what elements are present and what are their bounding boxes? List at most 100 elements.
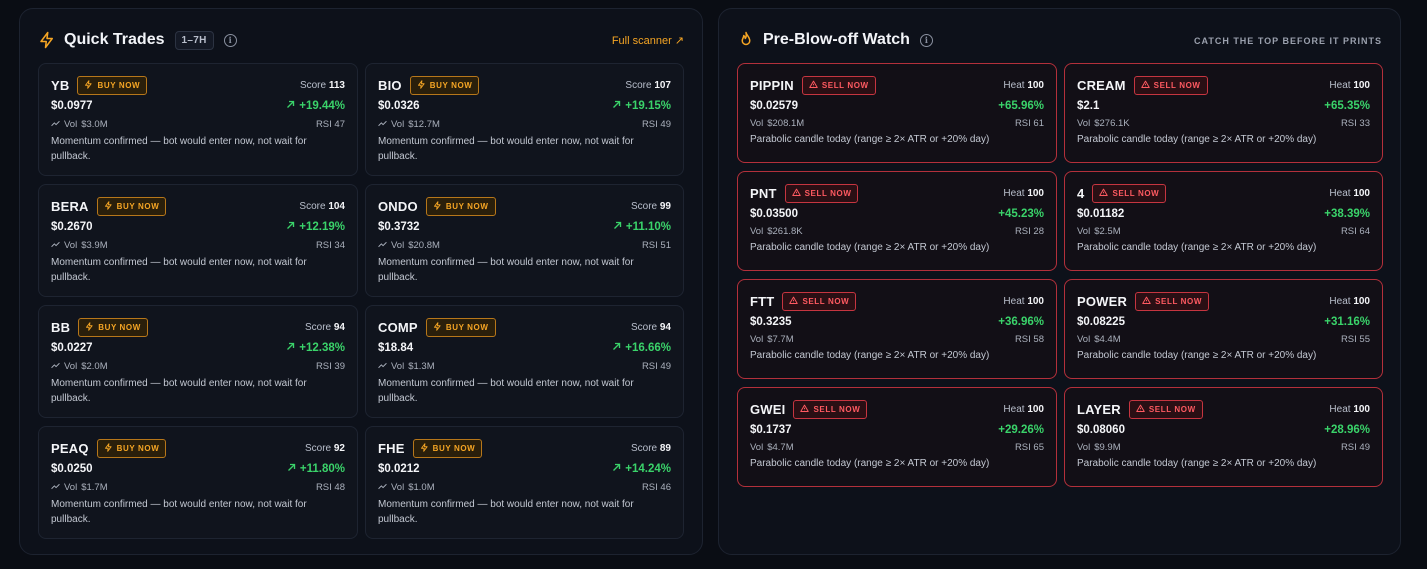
buy-now-button[interactable]: BUY NOW xyxy=(77,75,148,95)
watch-card-cream[interactable]: CREAM SELL NOW Heat 100 $2.1 +65.35% Vol $276.… xyxy=(1064,63,1383,163)
card-note: Parabolic candle today (range ≥ 2× ATR o… xyxy=(1077,350,1317,361)
change: +29.26% xyxy=(998,424,1044,436)
trend-icon xyxy=(51,361,60,372)
lightning-icon xyxy=(104,200,113,212)
score-label: Score xyxy=(304,321,332,333)
rsi-value: 49 xyxy=(1359,441,1370,453)
sell-now-button[interactable]: SELL NOW xyxy=(1135,291,1209,311)
price: $0.02579 xyxy=(750,100,798,112)
symbol: BB xyxy=(51,319,71,335)
score: Score 94 xyxy=(305,322,345,333)
watch-card-pippin[interactable]: PIPPIN SELL NOW Heat 100 $0.02579 +65.96% Vol… xyxy=(737,63,1057,163)
heat: Heat 100 xyxy=(1329,404,1370,415)
rsi-prefix: RSI xyxy=(315,360,332,372)
vol-value: $276.1K xyxy=(1094,117,1130,129)
heat: Heat 100 xyxy=(1003,296,1044,307)
full-scanner-link[interactable]: Full scanner ↗ xyxy=(611,35,684,47)
score-value: 94 xyxy=(659,321,671,333)
sell-now-button[interactable]: SELL NOW xyxy=(782,291,857,311)
rsi-value: 28 xyxy=(1033,225,1044,237)
sell-now-button[interactable]: SELL NOW xyxy=(1092,183,1167,203)
lightning-icon xyxy=(433,200,442,212)
trade-card-bera[interactable]: BERA BUY NOW Score 104 $0.2670 +12.19% Vol $3.… xyxy=(38,184,358,297)
price: $0.0227 xyxy=(51,342,93,354)
vol-prefix: Vol xyxy=(1077,441,1091,453)
change: +19.15% xyxy=(612,100,671,112)
change: +11.10% xyxy=(613,221,671,233)
sell-now-button[interactable]: SELL NOW xyxy=(801,75,876,95)
vol-value: $1.7M xyxy=(81,481,108,493)
info-icon[interactable]: i xyxy=(919,33,933,47)
trade-card-peaq[interactable]: PEAQ BUY NOW Score 92 $0.0250 +11.80% Vol $1.7… xyxy=(38,426,358,539)
buy-now-button[interactable]: BUY NOW xyxy=(96,196,167,216)
volume: Vol $4.7M xyxy=(750,442,794,453)
trade-card-bio[interactable]: BIO BUY NOW Score 107 $0.0326 +19.15% Vol $12.… xyxy=(365,63,684,176)
score: Score 107 xyxy=(625,80,671,91)
volume: Vol $1.0M xyxy=(378,482,435,493)
price: $0.0250 xyxy=(51,463,93,475)
info-icon[interactable]: i xyxy=(223,33,237,47)
trade-card-comp[interactable]: COMP BUY NOW Score 94 $18.84 +16.66% Vol $1.3M… xyxy=(365,305,684,418)
buy-now-button[interactable]: BUY NOW xyxy=(425,317,496,337)
volume: Vol $276.1K xyxy=(1077,118,1130,129)
heat-label: Heat xyxy=(1003,187,1025,199)
symbol: ONDO xyxy=(378,198,418,214)
symbol: BERA xyxy=(51,198,89,214)
buy-now-button[interactable]: BUY NOW xyxy=(78,317,148,337)
buy-now-button[interactable]: BUY NOW xyxy=(412,438,483,458)
buy-now-button[interactable]: BUY NOW xyxy=(96,438,167,458)
watch-card-4[interactable]: 4 SELL NOW Heat 100 $0.01182 +38.39% Vol $2.5M… xyxy=(1064,171,1383,271)
volume: Vol $1.3M xyxy=(378,361,435,372)
watch-card-gwei[interactable]: GWEI SELL NOW Heat 100 $0.1737 +29.26% Vol $4.… xyxy=(737,387,1057,487)
rsi-prefix: RSI xyxy=(315,239,332,251)
action-label: BUY NOW xyxy=(445,201,489,211)
sell-now-button[interactable]: SELL NOW xyxy=(1133,75,1208,95)
score-value: 89 xyxy=(659,442,671,454)
sell-now-button[interactable]: SELL NOW xyxy=(784,183,859,203)
score: Score 94 xyxy=(631,322,671,333)
watch-card-layer[interactable]: LAYER SELL NOW Heat 100 $0.08060 +28.96% Vol $… xyxy=(1064,387,1383,487)
change-value: +11.80% xyxy=(299,463,345,475)
change: +28.96% xyxy=(1324,424,1370,436)
sell-now-button[interactable]: SELL NOW xyxy=(793,399,868,419)
warning-icon xyxy=(1140,80,1150,91)
change: +12.38% xyxy=(286,342,345,354)
price: $0.03500 xyxy=(750,208,798,220)
rsi: RSI 61 xyxy=(1015,118,1044,129)
arrow-up-right-icon xyxy=(286,342,295,354)
watch-card-ftt[interactable]: FTT SELL NOW Heat 100 $0.3235 +36.96% Vol $7.7… xyxy=(737,279,1057,379)
change-value: +65.35% xyxy=(1324,100,1370,112)
rsi-value: 65 xyxy=(1033,441,1044,453)
sell-now-button[interactable]: SELL NOW xyxy=(1128,399,1203,419)
trade-card-yb[interactable]: YB BUY NOW Score 113 $0.0977 +19.44% Vol $3.0M… xyxy=(38,63,358,176)
symbol: YB xyxy=(51,77,70,93)
quick-trades-grid: YB BUY NOW Score 113 $0.0977 +19.44% Vol $3.0M… xyxy=(38,63,684,539)
volume: Vol $2.5M xyxy=(1077,226,1121,237)
blowoff-watch-grid: PIPPIN SELL NOW Heat 100 $0.02579 +65.96% Vol… xyxy=(737,63,1383,487)
rsi-prefix: RSI xyxy=(1340,225,1357,237)
watch-card-pnt[interactable]: PNT SELL NOW Heat 100 $0.03500 +45.23% Vol $26… xyxy=(737,171,1057,271)
watch-card-power[interactable]: POWER SELL NOW Heat 100 $0.08225 +31.16% Vol $… xyxy=(1064,279,1383,379)
rsi: RSI 47 xyxy=(316,119,345,130)
symbol: FHE xyxy=(378,440,405,456)
rsi-value: 61 xyxy=(1033,117,1044,129)
buy-now-button[interactable]: BUY NOW xyxy=(409,75,480,95)
rsi: RSI 49 xyxy=(642,361,671,372)
change-value: +65.96% xyxy=(998,100,1044,112)
quick-trades-title: Quick Trades xyxy=(64,31,165,48)
action-label: SELL NOW xyxy=(804,188,852,198)
symbol: COMP xyxy=(378,319,418,335)
rsi: RSI 49 xyxy=(642,119,671,130)
trade-card-bb[interactable]: BB BUY NOW Score 94 $0.0227 +12.38% Vol $2.0M R… xyxy=(38,305,358,418)
change-value: +31.16% xyxy=(1324,316,1370,328)
rsi-value: 46 xyxy=(660,481,671,493)
trade-card-fhe[interactable]: FHE BUY NOW Score 89 $0.0212 +14.24% Vol $1.0M… xyxy=(365,426,684,539)
heat-label: Heat xyxy=(1329,403,1351,415)
range-badge: 1–7H xyxy=(174,30,214,50)
heat-value: 100 xyxy=(1027,295,1044,307)
arrow-up-right-icon xyxy=(612,100,621,112)
change: +36.96% xyxy=(998,316,1044,328)
score: Score 99 xyxy=(631,201,671,212)
trade-card-ondo[interactable]: ONDO BUY NOW Score 99 $0.3732 +11.10% Vol $20.… xyxy=(365,184,684,297)
buy-now-button[interactable]: BUY NOW xyxy=(425,196,496,216)
